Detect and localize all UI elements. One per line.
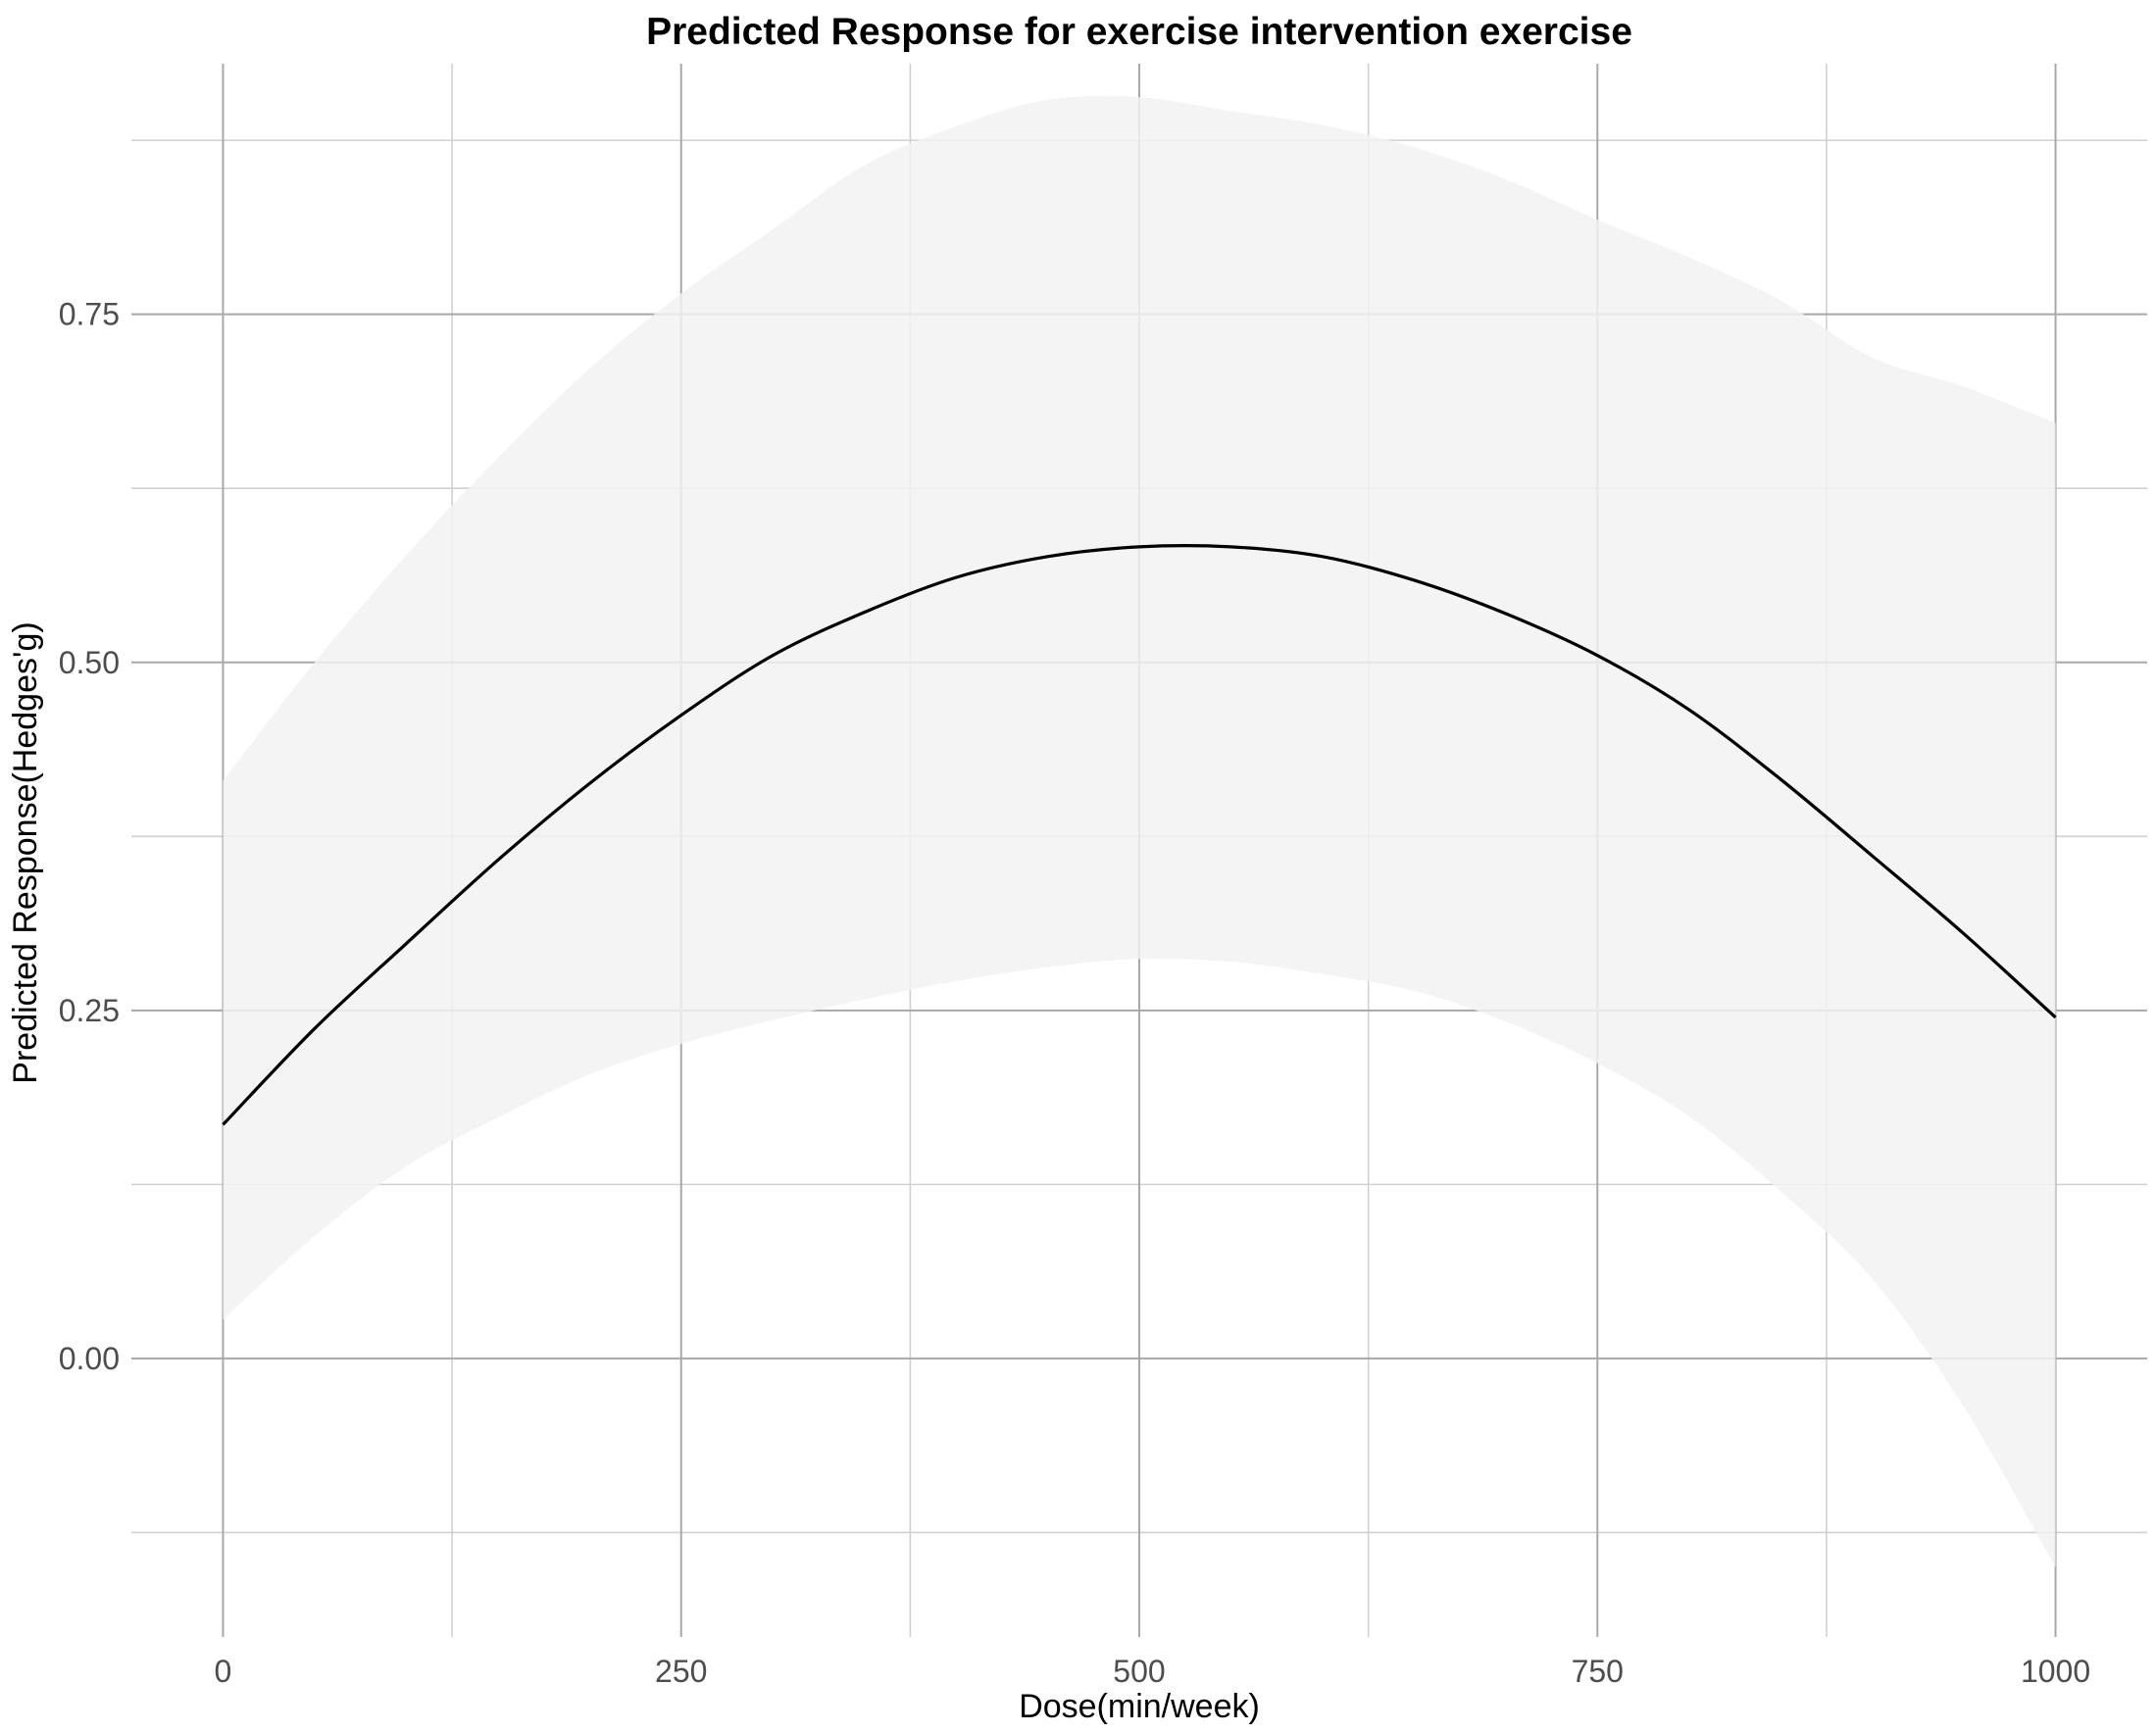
x-tick-label: 750 <box>1572 1654 1624 1689</box>
x-tick-label: 0 <box>215 1654 232 1689</box>
prediction-line-layer <box>222 544 2057 1126</box>
y-axis-label: Predicted Response(Hedges'g) <box>7 621 44 1083</box>
x-tick-label: 500 <box>1113 1654 1165 1689</box>
y-tick-labels: 0.00 0.25 0.50 0.75 <box>59 297 120 1376</box>
x-tick-label: 1000 <box>2021 1654 2090 1689</box>
predicted-response-line <box>222 544 2057 1126</box>
y-tick-label: 0.75 <box>59 297 120 332</box>
x-tick-label: 250 <box>655 1654 707 1689</box>
x-tick-labels: 0 250 500 750 1000 <box>215 1654 2091 1689</box>
confidence-band-layer <box>223 95 2056 1567</box>
confidence-band <box>223 95 2056 1567</box>
y-tick-label: 0.25 <box>59 993 120 1028</box>
x-axis-label: Dose(min/week) <box>1019 1688 1260 1725</box>
y-tick-label: 0.50 <box>59 645 120 680</box>
y-tick-label: 0.00 <box>59 1341 120 1376</box>
chart-title: Predicted Response for exercise interven… <box>646 11 1632 53</box>
